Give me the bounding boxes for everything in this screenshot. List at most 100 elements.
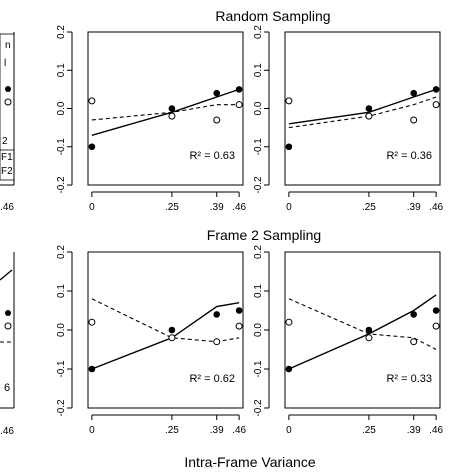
y-tick-label: 0.2 (56, 245, 67, 259)
y-tick-label: -0.1 (253, 138, 264, 156)
y-tick-label: 0.1 (56, 63, 67, 77)
frame2-sampling-title: Frame 2 Sampling (207, 227, 321, 243)
filled-point (410, 311, 418, 318)
left-bottom-solid-fragment (0, 269, 13, 281)
open-point (365, 334, 373, 342)
plot-frame (87, 31, 244, 186)
x-tick-label: 0 (286, 425, 292, 436)
legend-fragment-f2: F2 (1, 166, 13, 177)
left-bottom-filled-point (5, 310, 11, 316)
open-point (168, 334, 176, 342)
left-bottom-open-point (4, 322, 12, 330)
filled-point (88, 365, 96, 373)
plot-frame (284, 251, 441, 409)
y-tick-label: -0.1 (56, 360, 67, 378)
filled-point (432, 86, 440, 93)
y-tick-label: -0.2 (253, 399, 264, 417)
left-partial-panel-bottom: 6 .46 (0, 252, 15, 437)
open-point (432, 322, 440, 330)
left-top-x-tick: .46 (0, 202, 14, 213)
x-tick-label: .39 (407, 202, 421, 213)
dashed-fit-line (91, 298, 240, 343)
x-tick-label: .46 (429, 202, 443, 213)
left-top-open-point (4, 98, 12, 106)
chart-panels: -0.2 -0.1 0.0 0.1 0.2 0 .25 .39 .46 R² = 0.63 -0.2… (56, 25, 444, 436)
panel-frame2-sampling-right: -0.2 -0.1 0.0 0.1 0.2 0 .25 .39 .46 R² = 0.33 (253, 245, 444, 436)
y-tick-label: -0.2 (56, 176, 67, 194)
open-point (432, 101, 440, 109)
y-tick-label: -0.2 (56, 399, 67, 417)
y-tick-label: 0.1 (253, 63, 264, 77)
x-tick-label: .39 (210, 425, 224, 436)
filled-point (213, 89, 221, 97)
open-point (88, 318, 96, 326)
legend-fragment-n: n (5, 40, 11, 51)
filled-point (285, 365, 293, 373)
y-tick-label: 0.1 (253, 284, 264, 298)
x-tick-label: .46 (232, 425, 246, 436)
x-tick-label: .46 (232, 202, 246, 213)
y-tick-label: 0.0 (253, 323, 264, 337)
y-tick-label: 0.2 (253, 245, 264, 259)
legend-fragment-f1: F1 (1, 152, 13, 163)
open-point (410, 338, 418, 346)
filled-point (88, 143, 96, 151)
left-top-filled-point (5, 86, 11, 92)
filled-point (213, 311, 221, 318)
open-point (168, 112, 176, 120)
r-squared-label: R² = 0.63 (189, 150, 235, 162)
y-tick-label: -0.1 (253, 360, 264, 378)
solid-fit-line (91, 302, 240, 370)
open-point (285, 318, 293, 326)
filled-point (410, 89, 418, 97)
left-bottom-r2-fragment: 6 (4, 382, 10, 394)
solid-fit-line (288, 294, 437, 370)
open-point (235, 322, 243, 330)
legend-fragment-l: l (4, 58, 6, 69)
left-partial-panel-top: n l 2 F1 F2 .46 (0, 32, 15, 213)
open-point (410, 116, 418, 124)
left-bottom-x-tick: .46 (0, 426, 14, 437)
r-squared-label: R² = 0.62 (189, 373, 235, 385)
solid-fit-line (91, 88, 240, 136)
x-tick-label: .25 (362, 425, 376, 436)
x-tick-label: .39 (210, 202, 224, 213)
panel-random-sampling-middle: -0.2 -0.1 0.0 0.1 0.2 0 .25 .39 .46 R² = 0.63 (56, 25, 247, 213)
y-tick-label: 0.0 (253, 101, 264, 115)
legend-box-fragment (0, 33, 15, 181)
filled-point (168, 105, 176, 112)
open-point (285, 97, 293, 105)
filled-point (365, 326, 373, 334)
y-tick-label: 0.0 (56, 101, 67, 115)
x-axis-title: Intra-Frame Variance (184, 454, 315, 470)
solid-fit-line (288, 88, 437, 125)
x-tick-label: .39 (407, 425, 421, 436)
filled-point (432, 307, 440, 314)
x-tick-label: .46 (429, 425, 443, 436)
open-point (88, 97, 96, 105)
open-point (213, 116, 221, 124)
panel-random-sampling-right: -0.2 -0.1 0.0 0.1 0.2 0 .25 .39 .46 R² = 0.36 (253, 25, 444, 213)
filled-point (365, 105, 373, 112)
open-point (235, 101, 243, 109)
filled-point (168, 326, 176, 334)
y-tick-label: 0.0 (56, 323, 67, 337)
filled-point (235, 307, 243, 314)
filled-point (235, 86, 243, 93)
x-tick-label: 0 (286, 202, 292, 213)
plot-frame (284, 31, 441, 186)
x-tick-label: .25 (165, 202, 179, 213)
x-tick-label: .25 (362, 202, 376, 213)
panel-frame2-sampling-middle: -0.2 -0.1 0.0 0.1 0.2 0 .25 .39 .46 R² = 0.62 (56, 245, 247, 436)
x-tick-label: 0 (89, 425, 95, 436)
legend-fragment-2: 2 (2, 136, 8, 147)
y-tick-label: 0.2 (253, 25, 264, 39)
open-point (213, 338, 221, 346)
y-tick-label: 0.2 (56, 25, 67, 39)
x-tick-label: .25 (165, 425, 179, 436)
y-tick-label: -0.2 (253, 176, 264, 194)
r-squared-label: R² = 0.36 (386, 150, 432, 162)
y-tick-label: -0.1 (56, 138, 67, 156)
open-point (365, 112, 373, 120)
